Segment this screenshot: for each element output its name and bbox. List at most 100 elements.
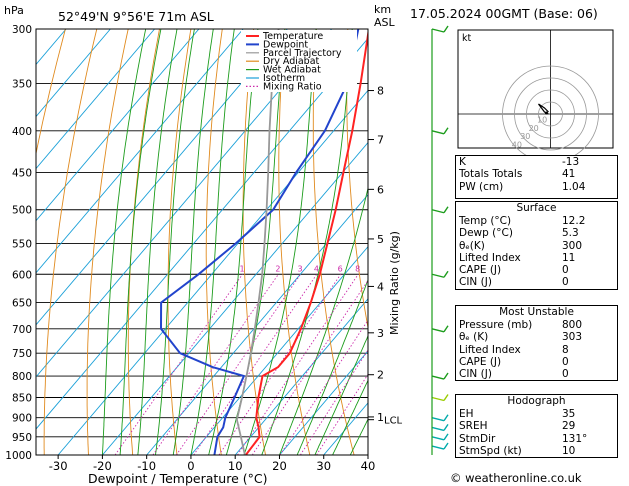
km-tick-label: 8 (377, 85, 384, 98)
most-unstable-value: 0 (562, 355, 569, 368)
mixing-ratio-label: 20 (414, 264, 424, 273)
most-unstable-row: θₑ (K) 303 (456, 331, 617, 343)
surface-row: Temp (°C) 12.2 (456, 215, 617, 227)
wind-barb-shaft (431, 436, 445, 441)
mixing-ratio-line (218, 274, 342, 455)
pressure-tick-label: 500 (12, 205, 32, 217)
pressure-tick-label: 400 (12, 126, 32, 138)
most-unstable-heading: Most Unstable (499, 306, 574, 318)
wind-barb-shaft (431, 396, 445, 402)
most-unstable-label: θₑ (K) (459, 331, 489, 344)
pressure-tick-label: 450 (12, 167, 32, 179)
wind-barb-feather (443, 414, 449, 422)
wind-barb-feather (443, 433, 449, 441)
dry-adiabat (346, 29, 368, 331)
pressure-tick-label: 750 (12, 348, 32, 360)
hodograph-ring-label: 20 (529, 124, 539, 133)
index-totals-totals: Totals Totals 41 (459, 168, 576, 181)
lcl-label: LCL (384, 416, 403, 427)
x-tick-label: -10 (137, 459, 156, 473)
dry-adiabat (167, 29, 192, 455)
km-tick-label: 6 (377, 183, 384, 196)
most-unstable-value: 303 (562, 331, 583, 344)
wet-adiabat (155, 29, 195, 455)
mixing-ratio-line (251, 279, 368, 455)
wind-barb-feather (443, 206, 449, 214)
hodograph-frame (457, 29, 614, 149)
x-tick-label: 40 (361, 459, 376, 473)
legend-entry: Dewpoint (263, 39, 308, 50)
wind-barb-shaft (431, 426, 445, 432)
hodograph-unit-label: kt (462, 33, 472, 44)
hodograph-row: StmSpd (kt) 10 (456, 445, 617, 457)
x-tick-label: 20 (272, 459, 287, 473)
pressure-tick-label: 350 (12, 79, 32, 91)
mixing-ratio-label: 10 (369, 264, 379, 273)
surface-value: 0 (562, 276, 569, 289)
surface-value: 300 (562, 239, 583, 252)
legend-entry: Isotherm (263, 73, 305, 84)
wet-adiabat (119, 29, 162, 455)
wet-adiabat (208, 29, 259, 455)
hodograph-value: 35 (562, 408, 576, 420)
mixing-ratio-label: 8 (355, 264, 360, 273)
most-unstable-value: 8 (562, 343, 569, 356)
mixing-ratio-label: 3 (298, 264, 303, 273)
km-tick-label: 4 (377, 280, 384, 293)
isotherm (102, 141, 368, 455)
mixing-ratio-label: 6 (338, 264, 343, 273)
wind-barb-shaft (431, 445, 445, 450)
mixing-ratio-line (114, 274, 243, 455)
most-unstable-row: Lifted Index 8 (456, 344, 617, 356)
surface-value: 0 (562, 264, 569, 277)
wet-adiabat (137, 29, 178, 455)
wet-adiabat (101, 29, 147, 455)
surface-value: 11 (562, 251, 576, 264)
hodograph-label: StmSpd (kt) (459, 444, 522, 457)
wind-barb-shaft (431, 417, 445, 422)
hodograph-row: StmDir 131° (456, 433, 617, 445)
legend-entry: Wet Adiabat (263, 65, 321, 76)
hodograph-label: EH (459, 408, 474, 420)
mixing-ratio-line (237, 274, 359, 455)
pressure-tick-label: 850 (12, 392, 32, 404)
surface-row: CAPE (J) 0 (456, 264, 617, 276)
hodograph-value: 10 (562, 444, 576, 457)
wind-barb-feather (443, 442, 449, 450)
pressure-tick-label: 1000 (5, 450, 32, 462)
pressure-tick-label: 550 (12, 238, 32, 250)
most-unstable-value: 800 (562, 319, 583, 331)
mixing-ratio-label: 1 (240, 264, 245, 273)
surface-label: Dewp (°C) (459, 227, 513, 240)
wind-barb-shaft (431, 273, 445, 278)
x-tick-label: -20 (93, 459, 112, 473)
dry-adiabat (127, 29, 160, 455)
wet-adiabat (190, 29, 235, 455)
isotherm (36, 37, 368, 430)
most-unstable-row: CIN (J) 0 (456, 368, 617, 380)
wet-adiabat (279, 186, 368, 455)
km-tick-label: 7 (377, 134, 384, 147)
wind-barb-feather (443, 372, 449, 380)
surface-row: CIN (J) 0 (456, 276, 617, 288)
hodograph-storm-motion (545, 111, 548, 115)
surface-label: Temp (°C) (459, 215, 512, 227)
surface-label: CAPE (J) (459, 264, 502, 277)
wet-adiabat (332, 379, 368, 455)
isotherm (190, 245, 368, 455)
dry-adiabat (36, 29, 66, 156)
isotherm (36, 29, 244, 274)
wind-barb-feather (443, 394, 449, 401)
isotherm (36, 29, 111, 118)
wet-adiabat (296, 278, 368, 455)
wind-barb-shaft (431, 375, 445, 380)
legend-entry: Parcel Trajectory (263, 48, 342, 59)
most-unstable-label: CAPE (J) (459, 355, 502, 368)
km-label: km ASL (374, 3, 396, 29)
km-tick-label: 1 (377, 411, 384, 424)
isotherm (36, 29, 155, 170)
surface-label: CIN (J) (459, 276, 492, 289)
most-unstable-label: Lifted Index (459, 343, 521, 356)
wet-adiabat (314, 334, 368, 455)
